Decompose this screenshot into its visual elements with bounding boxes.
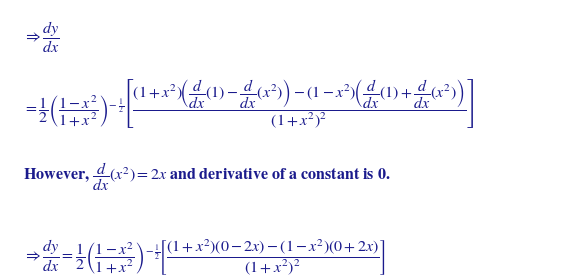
Text: $= \dfrac{1}{2}\left(\dfrac{1-x^2}{1+x^2}\right)^{\!-\frac{1}{2}}\!\left[\dfrac{: $= \dfrac{1}{2}\left(\dfrac{1-x^2}{1+x^2… xyxy=(23,77,475,131)
Text: However, $\dfrac{d}{dx}(x^2) = 2x$ and derivative of a constant is 0.: However, $\dfrac{d}{dx}(x^2) = 2x$ and d… xyxy=(23,160,391,193)
Text: $\Rightarrow \dfrac{dy}{dx} = \dfrac{1}{2}\left(\dfrac{1-x^2}{1+x^2}\right)^{\!-: $\Rightarrow \dfrac{dy}{dx} = \dfrac{1}{… xyxy=(23,237,386,276)
Text: $\Rightarrow \dfrac{dy}{dx}$: $\Rightarrow \dfrac{dy}{dx}$ xyxy=(23,19,60,55)
